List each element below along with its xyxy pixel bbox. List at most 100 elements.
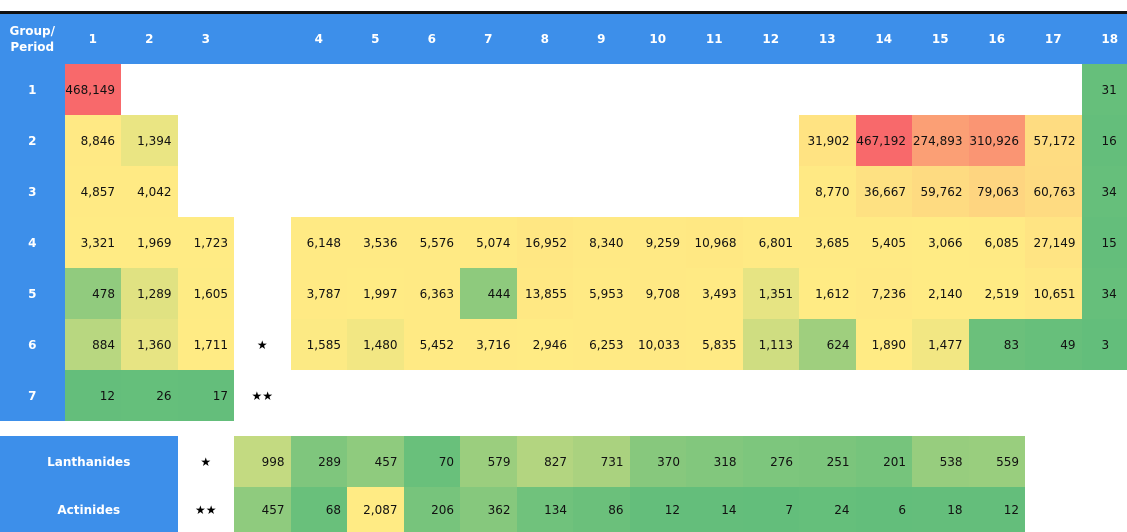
value-cell: 34 [1081, 166, 1127, 217]
value-cell: 2,519 [968, 268, 1025, 319]
group-label: 4 [314, 32, 323, 46]
value-cell: 68 [290, 487, 347, 532]
value-cell: 5,074 [460, 217, 517, 268]
group-label: 6 [427, 32, 436, 46]
value-cell: 18 [912, 487, 969, 532]
group-label: 14 [875, 32, 893, 46]
value-cell: 12 [629, 487, 686, 532]
value-cell: 7,236 [855, 268, 912, 319]
value-cell: 10,968 [686, 217, 743, 268]
value-cell: 998 [234, 436, 291, 487]
value-cell: 3,536 [347, 217, 404, 268]
value-cell: 8,770 [799, 166, 856, 217]
header-bg [0, 14, 1127, 64]
value-cell: 49 [1025, 319, 1082, 370]
value-cell: 201 [855, 436, 912, 487]
value-cell: 34 [1081, 268, 1127, 319]
group-label: 16 [988, 32, 1006, 46]
value-cell: 2,140 [912, 268, 969, 319]
series-label: Actinides [0, 487, 178, 532]
marker: ★★ [194, 502, 217, 517]
value-cell: 4,042 [121, 166, 178, 217]
value-cell: 559 [968, 436, 1025, 487]
group-label: 9 [597, 32, 606, 46]
value-cell: 60,763 [1025, 166, 1082, 217]
value-cell: 478 [64, 268, 121, 319]
value-cell: 370 [629, 436, 686, 487]
value-cell: 36,667 [855, 166, 912, 217]
value-cell: 9,259 [629, 217, 686, 268]
value-cell: 444 [460, 268, 517, 319]
value-cell: 86 [573, 487, 630, 532]
group-label: 8 [540, 32, 549, 46]
value-cell: 3,787 [290, 268, 347, 319]
value-cell: 1,289 [121, 268, 178, 319]
value-cell: 6,148 [290, 217, 347, 268]
corner-label: Group/Period [0, 14, 65, 64]
value-cell: 5,953 [573, 268, 630, 319]
value-cell: 27,149 [1025, 217, 1082, 268]
value-cell: 6,363 [403, 268, 460, 319]
value-cell: 276 [742, 436, 799, 487]
value-cell: 1,480 [347, 319, 404, 370]
series-label: Lanthanides [0, 436, 178, 487]
group-label: 13 [818, 32, 836, 46]
value-cell: 7 [742, 487, 799, 532]
value-cell: 31 [1081, 64, 1127, 115]
value-cell: 24 [799, 487, 856, 532]
value-cell: 6,253 [573, 319, 630, 370]
value-cell: 884 [64, 319, 121, 370]
value-cell: 12 [64, 370, 121, 421]
value-cell: 3,066 [912, 217, 969, 268]
value-cell: 624 [799, 319, 856, 370]
top-border [0, 11, 1127, 14]
value-cell: 1,113 [742, 319, 799, 370]
value-cell: 6,085 [968, 217, 1025, 268]
value-cell: 1,360 [121, 319, 178, 370]
value-cell: 1,477 [912, 319, 969, 370]
value-cell: 31,902 [799, 115, 856, 166]
period-label: 5 [0, 268, 65, 319]
group-label: 1 [88, 32, 97, 46]
value-cell: 83 [968, 319, 1025, 370]
value-cell: 310,926 [968, 115, 1025, 166]
value-cell: 1,969 [121, 217, 178, 268]
value-cell: 468,149 [64, 64, 121, 115]
value-cell: 12 [968, 487, 1025, 532]
value-cell: 5,405 [855, 217, 912, 268]
value-cell: 3 [1081, 319, 1127, 370]
value-cell: 6,801 [742, 217, 799, 268]
value-cell: 457 [347, 436, 404, 487]
value-cell: 1,723 [177, 217, 234, 268]
group-label: 2 [145, 32, 154, 46]
corner-line: Group/ [9, 24, 56, 38]
value-cell: 14 [686, 487, 743, 532]
value-cell: 1,394 [121, 115, 178, 166]
value-cell: 3,685 [799, 217, 856, 268]
value-cell: 16 [1081, 115, 1127, 166]
value-cell: 13,855 [516, 268, 573, 319]
group-label: 11 [705, 32, 723, 46]
value-cell: 318 [686, 436, 743, 487]
value-cell: 59,762 [912, 166, 969, 217]
value-cell: 1,605 [177, 268, 234, 319]
value-cell: 1,997 [347, 268, 404, 319]
value-cell: 1,711 [177, 319, 234, 370]
period-label: 1 [0, 64, 65, 115]
value-cell: 57,172 [1025, 115, 1082, 166]
value-cell: 289 [290, 436, 347, 487]
value-cell: 70 [403, 436, 460, 487]
value-cell: 8,340 [573, 217, 630, 268]
value-cell: 17 [177, 370, 234, 421]
marker: ★ [200, 454, 212, 469]
group-label: 5 [371, 32, 380, 46]
value-cell: 2,087 [347, 487, 404, 532]
value-cell: 2,946 [516, 319, 573, 370]
value-cell: 206 [403, 487, 460, 532]
period-label: 6 [0, 319, 65, 370]
value-cell: 26 [121, 370, 178, 421]
period-label: 7 [0, 370, 65, 421]
value-cell: 3,321 [64, 217, 121, 268]
value-cell: 1,351 [742, 268, 799, 319]
